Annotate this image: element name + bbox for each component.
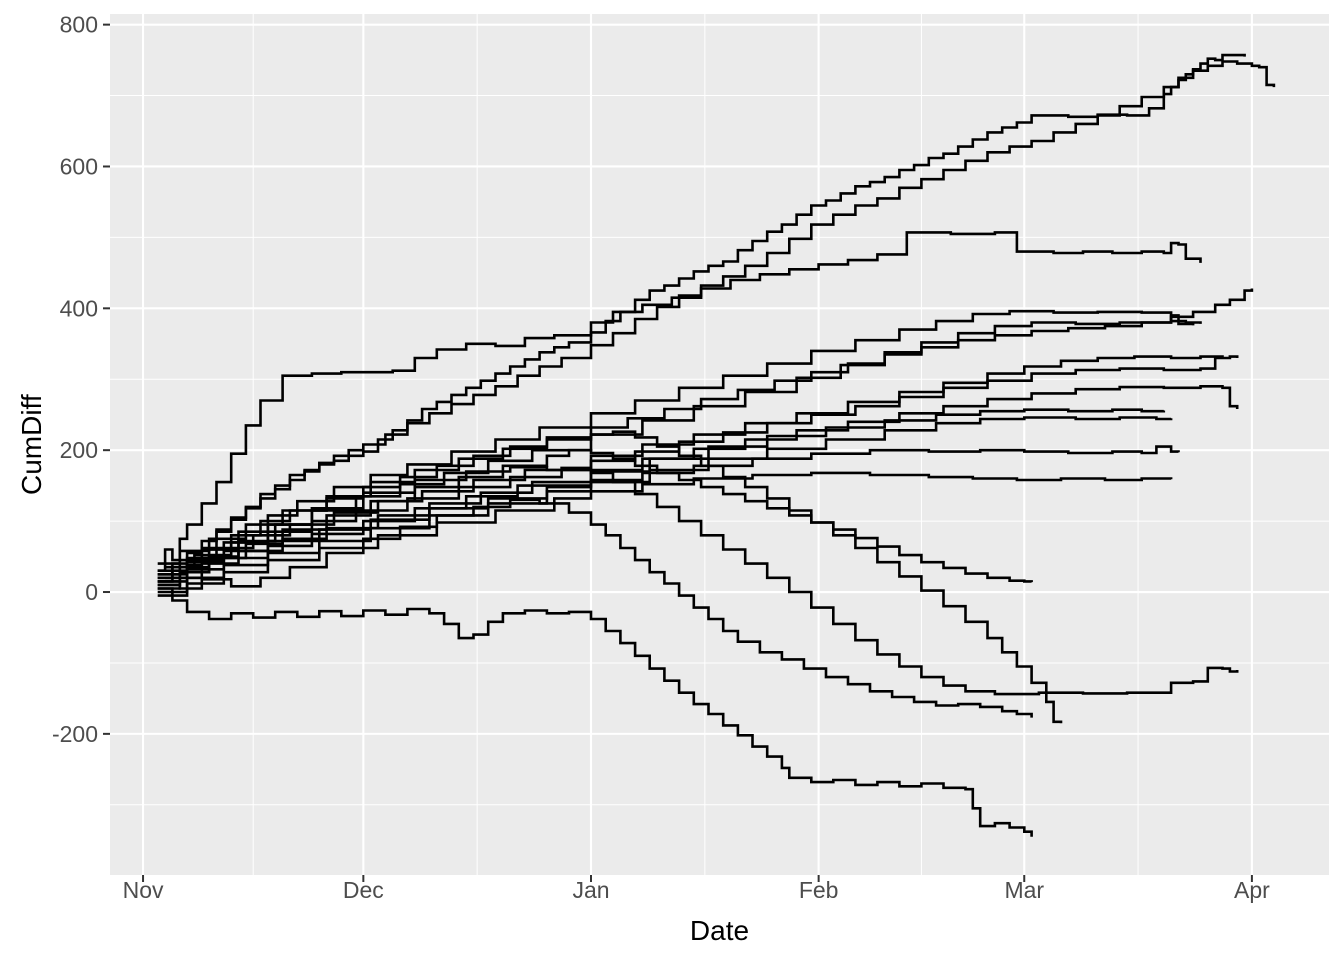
x-tick-label: Dec [343, 877, 384, 903]
y-tick-label: 600 [60, 153, 98, 179]
step-line-series-01 [157, 231, 1202, 572]
y-axis-title: CumDiff [16, 394, 47, 495]
y-tick-label: 400 [60, 295, 98, 321]
x-axis-title: Date [689, 915, 750, 946]
step-line-series-17 [157, 465, 1239, 696]
step-line-series-08 [165, 355, 1239, 569]
step-line-series-16 [157, 498, 1033, 718]
y-tick-label: 0 [85, 579, 98, 605]
y-tick-label: -200 [52, 721, 98, 747]
y-tick-label: 200 [60, 437, 98, 463]
x-tick-label: Jan [572, 877, 609, 903]
x-tick-label: Feb [799, 877, 839, 903]
step-line-series-13 [157, 471, 1173, 597]
step-line-series-09 [165, 385, 1239, 580]
step-line-series-12 [157, 445, 1180, 576]
plot-panel [110, 14, 1329, 875]
x-tick-label: Mar [1004, 877, 1044, 903]
y-tick-label: 800 [60, 12, 98, 38]
step-line-series-14 [157, 448, 1033, 587]
step-line-series-15 [157, 430, 1063, 724]
step-line-series-03 [157, 60, 1276, 583]
x-tick-label: Nov [123, 877, 164, 903]
x-tick-label: Apr [1234, 877, 1270, 903]
step-line-series-18 [157, 587, 1033, 837]
step-line-series-05 [157, 309, 1202, 587]
